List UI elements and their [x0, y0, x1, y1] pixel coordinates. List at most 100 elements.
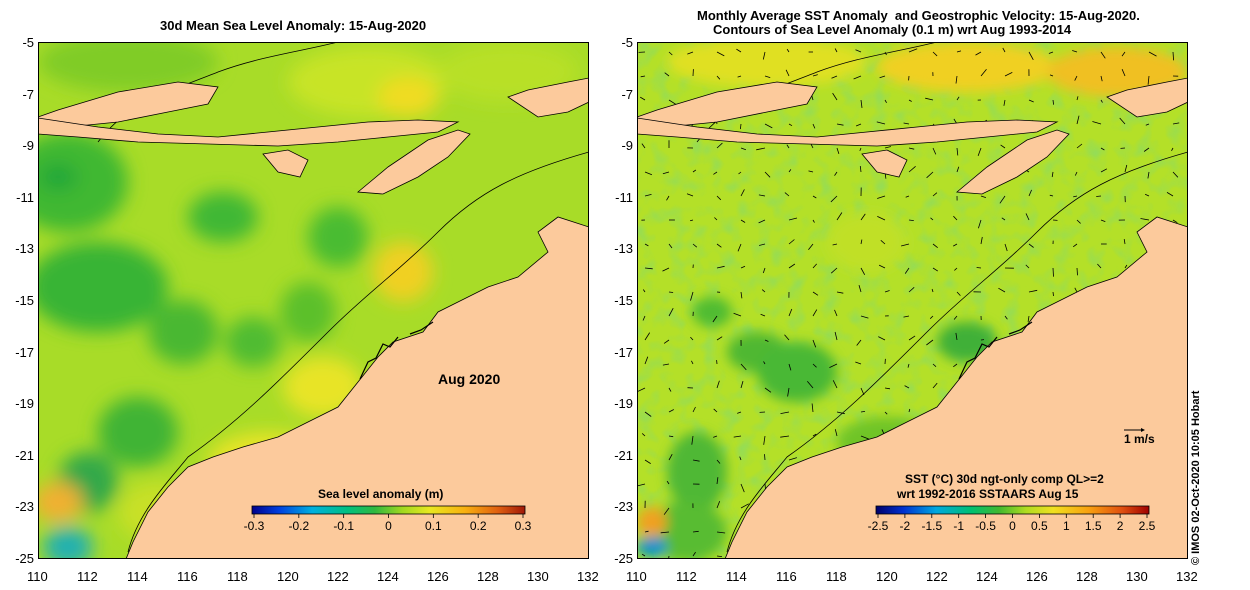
- velocity-arrow: [764, 387, 772, 393]
- velocity-arrow: [1143, 147, 1150, 152]
- velocity-arrow: [644, 459, 651, 464]
- y-tick-label: -7: [621, 86, 633, 102]
- velocity-arrow: [644, 171, 653, 176]
- velocity-arrow: [692, 406, 696, 413]
- velocity-arrow: [689, 219, 694, 222]
- velocity-arrow: [662, 267, 670, 272]
- velocity-arrow: [1028, 51, 1034, 60]
- velocity-arrow: [662, 363, 670, 366]
- y-tick-label: -17: [15, 344, 34, 360]
- velocity-arrow: [644, 530, 649, 533]
- velocity-arrow: [1124, 264, 1128, 269]
- velocity-arrow: [668, 409, 674, 413]
- velocity-arrow: [764, 454, 766, 461]
- x-tick-label: 112: [77, 569, 98, 584]
- velocity-arrow: [956, 96, 960, 101]
- velocity-arrow: [668, 243, 673, 249]
- velocity-arrow: [808, 170, 814, 173]
- velocity-arrow: [810, 144, 814, 149]
- velocity-arrow: [878, 264, 886, 269]
- velocity-arrow: [1000, 144, 1006, 149]
- velocity-arrow: [1004, 72, 1013, 77]
- velocity-arrow: [1052, 291, 1054, 297]
- velocity-arrow: [903, 122, 910, 125]
- velocity-arrow: [686, 193, 694, 197]
- colorbar-tick-label: 0.5: [1031, 519, 1048, 533]
- x-tick-label: 124: [976, 569, 998, 584]
- velocity-arrow: [740, 123, 742, 130]
- velocity-arrow: [836, 291, 844, 294]
- velocity-arrow: [956, 291, 961, 296]
- velocity-arrow: [641, 553, 646, 557]
- y-tick-label: -25: [15, 551, 34, 566]
- velocity-arrow: [932, 382, 938, 389]
- x-tick-label: 122: [926, 569, 948, 584]
- y-tick-label: -11: [615, 189, 633, 205]
- velocity-arrow: [956, 50, 962, 53]
- velocity-arrow: [956, 147, 959, 156]
- velocity-arrow: [644, 267, 653, 270]
- y-tick-label: -15: [15, 293, 34, 308]
- velocity-arrow: [716, 380, 720, 389]
- x-tick-label: 128: [477, 569, 499, 584]
- velocity-arrow: [860, 267, 866, 275]
- velocity-arrow: [834, 48, 838, 53]
- month-annotation: Aug 2020: [438, 371, 501, 387]
- y-tick-label: -11: [16, 189, 34, 205]
- x-tick-label: 126: [1026, 569, 1048, 584]
- colorbar-tick-label: -2: [899, 519, 911, 533]
- velocity-arrow: [830, 267, 838, 274]
- velocity-arrow: [1100, 147, 1105, 151]
- colorbar-tick-label: 0: [1009, 519, 1016, 533]
- velocity-arrow: [1074, 171, 1078, 176]
- velocity-arrow: [1027, 315, 1030, 322]
- velocity-arrow: [786, 144, 790, 149]
- velocity-arrow: [1028, 99, 1034, 103]
- left-panel-title: 30d Mean Sea Level Anomaly: 15-Aug-2020: [160, 18, 427, 33]
- velocity-arrow: [955, 75, 958, 84]
- velocity-arrow: [758, 219, 766, 224]
- velocity-arrow: [1119, 117, 1126, 125]
- velocity-arrow: [716, 142, 723, 149]
- imos-credit: © IMOS 02-Oct-2020 10:05 Hobart: [1190, 390, 1202, 565]
- velocity-arrow: [668, 387, 672, 392]
- velocity-arrow: [788, 239, 795, 245]
- velocity-arrow: [644, 411, 652, 417]
- velocity-arrow: [953, 243, 958, 247]
- velocity-arrow: [925, 97, 934, 101]
- x-tick-label: 110: [626, 569, 647, 584]
- y-tick-label: -21: [614, 447, 633, 463]
- velocity-arrow: [738, 171, 742, 175]
- velocity-arrow: [716, 336, 723, 341]
- velocity-arrow: [788, 363, 792, 371]
- velocity-arrow: [1123, 239, 1126, 245]
- y-tick-label: -15: [614, 293, 633, 308]
- velocity-arrow: [668, 308, 674, 317]
- y-tick-label: -23: [15, 499, 34, 515]
- lesser-sunda-islands: [38, 117, 460, 147]
- velocity-arrow: [812, 309, 818, 317]
- velocity-arrow: [1025, 213, 1030, 221]
- x-tick-label: 116: [776, 569, 797, 584]
- velocity-arrow: [664, 72, 670, 77]
- velocity-arrow: [1144, 193, 1150, 197]
- velocity-arrow: [641, 143, 646, 149]
- velocity-arrow: [784, 192, 790, 197]
- colorbar-tick-label: 1.5: [1084, 519, 1102, 533]
- velocity-arrow: [859, 147, 862, 152]
- velocity-arrow: [740, 503, 749, 509]
- velocity-arrow: [1076, 115, 1080, 125]
- velocity-arrow: [1121, 69, 1126, 77]
- sst-info-line2: wrt 1992-2016 SSTAARS Aug 15: [897, 487, 1079, 501]
- colorbar-tick-label: 2: [1116, 519, 1124, 533]
- velocity-arrow: [692, 169, 697, 173]
- velocity-arrow: [740, 189, 745, 197]
- velocity-arrow: [955, 332, 958, 341]
- velocity-arrow: [812, 195, 817, 199]
- velocity-arrow: [1124, 164, 1128, 173]
- sea-level-anomaly-map: [38, 42, 589, 559]
- velocity-arrow: [740, 147, 747, 151]
- velocity-arrow: [930, 217, 934, 221]
- velocity-arrow: [788, 263, 796, 269]
- x-tick-label: 126: [427, 569, 449, 584]
